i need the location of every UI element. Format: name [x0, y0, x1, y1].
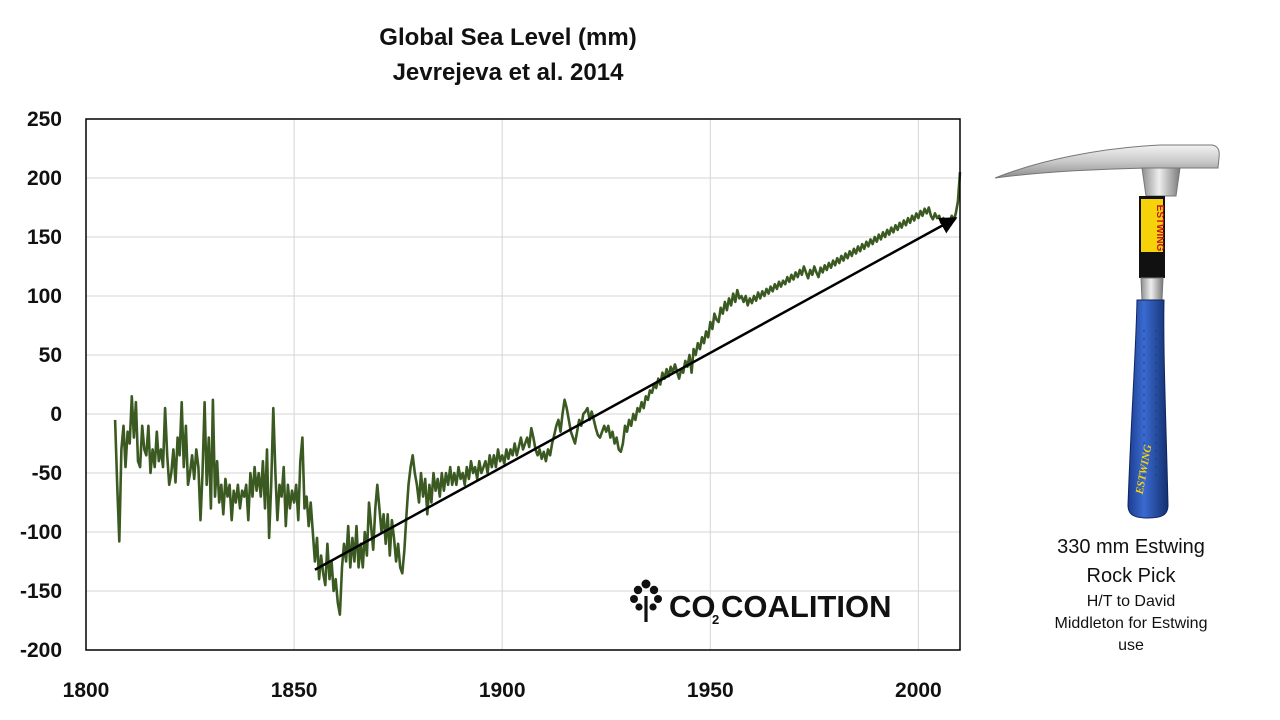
tree-icon [630, 579, 662, 622]
caption-line-2: Rock Pick [1087, 565, 1177, 587]
trend-arrow [314, 217, 958, 571]
caption-line-1: 330 mm Estwing [1057, 536, 1205, 558]
series [113, 172, 962, 616]
plot-frame [85, 118, 961, 651]
chart-subtitle: Jevrejeva et al. 2014 [393, 59, 625, 86]
y-tick-label-50: 50 [39, 344, 62, 367]
y-tick-label-200: 200 [27, 167, 62, 190]
x-tick-label-1850: 1850 [271, 679, 318, 702]
rock-pick-hammer-image: ESTWING ESTWING [994, 144, 1220, 519]
logo-text-co: CO [669, 589, 716, 624]
axis-tick-labels: 1800 1850 1900 1950 2000 250 200 150 100 50 0 -50 -1… [20, 108, 942, 702]
hammer-brand-text: ESTWING [1154, 205, 1165, 252]
credit-line-3: use [1118, 637, 1144, 654]
x-tick-label-1950: 1950 [687, 679, 734, 702]
x-tick-label-1800: 1800 [63, 679, 110, 702]
y-tick-label--200: -200 [20, 639, 62, 662]
y-tick-label--50: -50 [32, 462, 62, 485]
hammer-brand-label [1141, 199, 1163, 252]
y-tick-label-100: 100 [27, 285, 62, 308]
credit-line-2: Middleton for Estwing [1055, 615, 1208, 632]
co2-coalition-logo: CO 2 COALITION [630, 579, 892, 627]
logo-text-subscript: 2 [712, 612, 719, 627]
y-tick-label-250: 250 [27, 108, 62, 131]
gridlines [86, 119, 960, 650]
y-tick-label-0: 0 [50, 403, 62, 426]
series-line-0 [113, 172, 962, 616]
x-tick-label-1900: 1900 [479, 679, 526, 702]
credit-line-1: H/T to David [1087, 593, 1176, 610]
annotations [314, 217, 958, 571]
x-tick-label-2000: 2000 [895, 679, 942, 702]
y-tick-label--150: -150 [20, 580, 62, 603]
logo-text-coalition: COALITION [721, 589, 892, 624]
y-tick-label-150: 150 [27, 226, 62, 249]
y-tick-label--100: -100 [20, 521, 62, 544]
chart-title: Global Sea Level (mm) [379, 24, 636, 51]
